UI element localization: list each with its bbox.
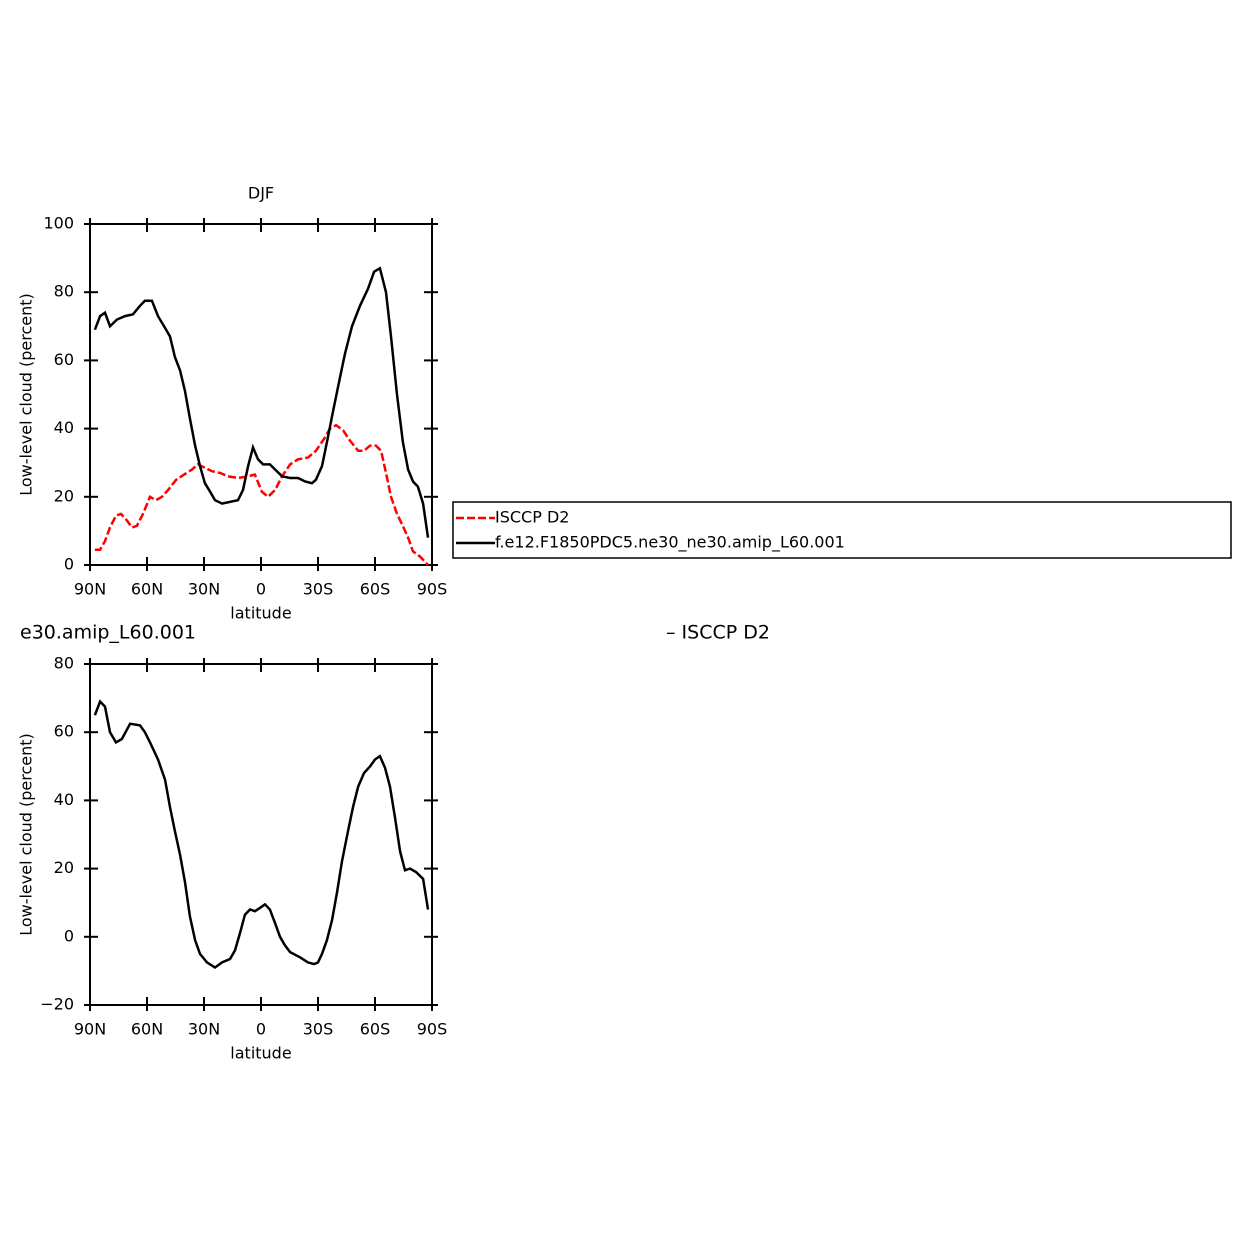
x-tick-label: 30N <box>188 580 220 599</box>
data-line <box>93 266 430 538</box>
x-tick-label: 60N <box>131 580 163 599</box>
y-tick-label: 100 <box>43 214 74 233</box>
y-tick-label: 80 <box>54 654 74 673</box>
legend-label: f.e12.F1850PDC5.ne30_ne30.amip_L60.001 <box>495 533 845 553</box>
x-tick-label: 90S <box>417 1020 448 1039</box>
data-line <box>94 423 429 566</box>
y-tick-label: 20 <box>54 486 74 505</box>
legend-box <box>452 501 1232 559</box>
plot-frame <box>89 663 433 1006</box>
x-tick-label: 30S <box>303 580 334 599</box>
x-tick-label: 90N <box>74 580 106 599</box>
y-tick-label: −20 <box>40 995 74 1014</box>
y-tick-label: 40 <box>54 418 74 437</box>
x-tick-label: 60S <box>360 1020 391 1039</box>
x-tick-label: 30S <box>303 1020 334 1039</box>
left-title: e30.amip_L60.001 <box>20 622 196 644</box>
y-tick-label: 20 <box>54 858 74 877</box>
data-line <box>93 699 430 970</box>
y-tick-label: 60 <box>54 350 74 369</box>
x-tick-label: 90N <box>74 1020 106 1039</box>
x-tick-label: 0 <box>256 580 266 599</box>
y-axis-label: Low-level cloud (percent) <box>17 733 36 936</box>
x-axis-label: latitude <box>230 1044 291 1063</box>
y-tick-label: 0 <box>64 555 74 574</box>
right-title: – ISCCP D2 <box>666 622 770 644</box>
x-tick-label: 0 <box>256 1020 266 1039</box>
legend-label: ISCCP D2 <box>495 508 569 527</box>
chart-title: DJF <box>248 184 274 203</box>
x-tick-label: 90S <box>417 580 448 599</box>
y-tick-label: 0 <box>64 926 74 945</box>
y-tick-label: 60 <box>54 722 74 741</box>
x-axis-label: latitude <box>230 604 291 623</box>
x-tick-label: 60S <box>360 580 391 599</box>
x-tick-label: 30N <box>188 1020 220 1039</box>
x-tick-label: 60N <box>131 1020 163 1039</box>
y-tick-label: 80 <box>54 282 74 301</box>
y-axis-label: Low-level cloud (percent) <box>17 293 36 496</box>
y-tick-label: 40 <box>54 790 74 809</box>
